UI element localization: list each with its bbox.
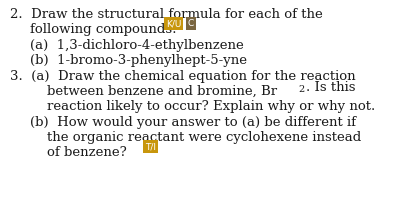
Text: 3.  (a)  Draw the chemical equation for the reaction: 3. (a) Draw the chemical equation for th… [10,70,356,83]
Text: (b)  1-bromo-3-phenylhept-5-yne: (b) 1-bromo-3-phenylhept-5-yne [30,54,247,67]
Text: 2: 2 [298,85,304,94]
Text: 2.  Draw the structural formula for each of the: 2. Draw the structural formula for each … [10,8,323,21]
Text: (a)  1,3-dichloro-4-ethylbenzene: (a) 1,3-dichloro-4-ethylbenzene [30,39,244,52]
Text: between benzene and bromine, Br: between benzene and bromine, Br [47,85,277,98]
Text: C: C [188,19,194,28]
Text: of benzene?: of benzene? [47,146,127,159]
Text: (b)  How would your answer to (a) be different if: (b) How would your answer to (a) be diff… [30,116,356,129]
Text: . Is this: . Is this [306,81,356,94]
Text: K/U: K/U [166,19,181,28]
Text: T/I: T/I [145,142,156,151]
Text: reaction likely to occur? Explain why or why not.: reaction likely to occur? Explain why or… [47,100,375,113]
Text: following compounds:: following compounds: [30,23,177,36]
Text: the organic reactant were cyclohexene instead: the organic reactant were cyclohexene in… [47,131,361,144]
